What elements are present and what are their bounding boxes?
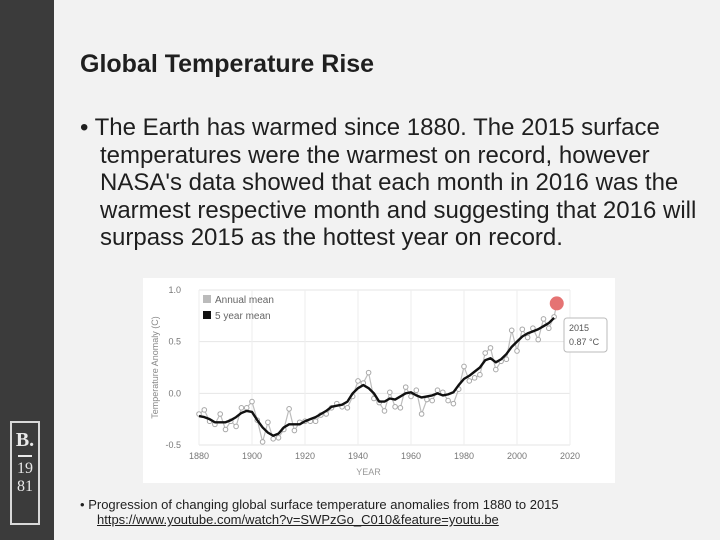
series-5-year-mean-line	[198, 317, 555, 437]
annual-mean-point	[413, 387, 420, 394]
bullet-main: • The Earth has warmed since 1880. The 2…	[80, 114, 716, 252]
y-tick-label: -0.5	[165, 440, 181, 450]
x-axis-label: YEAR	[356, 467, 381, 477]
annual-mean-point	[519, 326, 526, 333]
bullet-symbol: •	[80, 114, 89, 141]
annual-mean-point	[535, 336, 542, 343]
series-annual-mean-line	[198, 303, 558, 443]
annual-mean-point	[477, 371, 483, 378]
annual-mean-point	[418, 411, 425, 417]
annual-mean-point	[312, 418, 319, 425]
annual-mean-point	[546, 325, 552, 332]
bullet-source-text: Progression of changing global surface t…	[88, 497, 559, 512]
annual-mean-point	[392, 403, 398, 410]
annual-mean-point	[291, 427, 298, 434]
annual-mean-point	[259, 439, 266, 445]
annual-mean-point	[222, 426, 229, 433]
highlight-2015-point	[549, 296, 564, 311]
x-tick-label: 1960	[401, 451, 421, 461]
annual-mean-point	[344, 405, 351, 411]
x-tick-label: 1900	[242, 451, 262, 461]
annual-mean-point	[249, 398, 255, 405]
annual-mean-point	[233, 423, 239, 430]
bullet-source-symbol: •	[80, 497, 85, 512]
logo-year-bottom: 81	[17, 478, 33, 495]
x-tick-label: 1940	[348, 451, 368, 461]
annual-mean-point	[402, 384, 409, 390]
annual-mean-point	[466, 378, 473, 384]
logo: B. 19 81	[10, 421, 40, 525]
annual-mean-point	[397, 405, 404, 411]
annual-mean-point	[445, 397, 451, 404]
annual-mean-point	[540, 316, 547, 322]
x-tick-label: 1920	[295, 451, 315, 461]
annual-mean-point	[381, 408, 388, 414]
legend-label: Annual mean	[215, 295, 274, 306]
legend-swatch	[203, 311, 211, 319]
x-tick-label: 2020	[560, 451, 580, 461]
annual-mean-point	[201, 407, 208, 413]
y-tick-label: 0.0	[168, 388, 181, 398]
annual-mean-point	[493, 366, 499, 373]
x-tick-label: 2000	[507, 451, 527, 461]
annual-mean-point	[265, 419, 271, 426]
annual-mean-point	[243, 405, 250, 411]
temperature-chart: -0.5 0.0 0.5 1.0 1880 1900 1920 1940 1960 1980 200…	[143, 278, 615, 483]
y-tick-label: 1.0	[168, 285, 181, 295]
annual-mean-point	[355, 378, 361, 384]
annual-mean-point	[408, 393, 414, 400]
annual-mean-point	[514, 348, 520, 354]
logo-year-top: 19	[17, 460, 33, 477]
x-tick-label: 1880	[189, 451, 209, 461]
annual-mean-point	[217, 411, 223, 417]
annual-mean-point	[524, 334, 531, 341]
annotation-value: 0.87 °C	[569, 337, 600, 347]
y-axis-label: Temperature Anomaly (C)	[150, 316, 160, 419]
annual-mean-point	[275, 434, 282, 441]
logo-letter: B.	[15, 429, 35, 451]
video-link[interactable]: https://www.youtube.com/watch?v=SWPzGo_C…	[97, 512, 499, 527]
chart-svg: -0.5 0.0 0.5 1.0 1880 1900 1920 1940 1960 1980 200…	[150, 285, 608, 477]
annual-mean-point	[508, 327, 515, 334]
annual-mean-point	[238, 405, 245, 411]
annual-mean-point	[429, 397, 436, 404]
annual-mean-point	[482, 350, 489, 356]
logo-divider	[18, 455, 32, 457]
legend-label: 5 year mean	[215, 311, 271, 322]
sidebar: B. 19 81	[0, 0, 54, 540]
annual-mean-point	[286, 406, 292, 412]
annual-mean-point	[503, 356, 510, 363]
annual-mean-point	[487, 345, 494, 351]
y-tick-label: 0.5	[168, 337, 181, 347]
bullet-source: • Progression of changing global surface…	[80, 497, 710, 527]
annual-mean-point	[387, 389, 393, 396]
annual-mean-point	[365, 369, 372, 376]
bullet-main-text: The Earth has warmed since 1880. The 201…	[94, 114, 697, 251]
annotation-year: 2015	[569, 323, 589, 333]
slide-title: Global Temperature Rise	[80, 50, 375, 78]
annual-mean-point	[434, 387, 441, 394]
annotation-box	[563, 317, 608, 353]
x-tick-label: 1980	[454, 451, 474, 461]
annual-mean-point	[461, 363, 467, 370]
annual-mean-point	[450, 400, 457, 407]
annual-mean-point	[270, 436, 276, 442]
legend-swatch	[203, 295, 211, 303]
annual-mean-point	[471, 375, 478, 381]
